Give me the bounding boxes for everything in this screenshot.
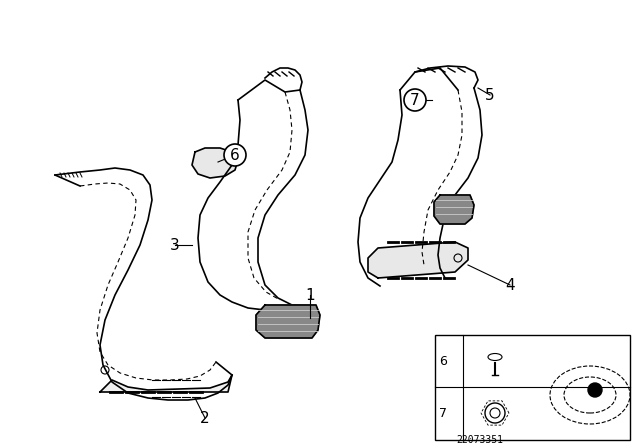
Text: 3: 3 <box>170 237 180 253</box>
Text: 22073351: 22073351 <box>456 435 504 445</box>
Text: 1: 1 <box>305 288 315 302</box>
Circle shape <box>404 89 426 111</box>
Text: 7: 7 <box>439 406 447 419</box>
Bar <box>435 335 630 440</box>
Polygon shape <box>256 305 320 338</box>
Text: 6: 6 <box>230 147 240 163</box>
Circle shape <box>588 383 602 397</box>
Polygon shape <box>434 195 474 224</box>
Circle shape <box>224 144 246 166</box>
Text: 7: 7 <box>410 92 420 108</box>
Text: 5: 5 <box>485 87 495 103</box>
Text: 2: 2 <box>200 410 210 426</box>
Polygon shape <box>368 242 468 278</box>
Polygon shape <box>192 148 238 178</box>
Text: 6: 6 <box>439 354 447 367</box>
Polygon shape <box>100 375 232 392</box>
Text: 4: 4 <box>505 277 515 293</box>
